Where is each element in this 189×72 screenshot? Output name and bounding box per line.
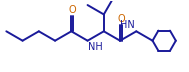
- Text: O: O: [117, 14, 125, 24]
- Text: O: O: [68, 5, 76, 15]
- Text: NH: NH: [88, 42, 103, 52]
- Text: HN: HN: [120, 20, 135, 30]
